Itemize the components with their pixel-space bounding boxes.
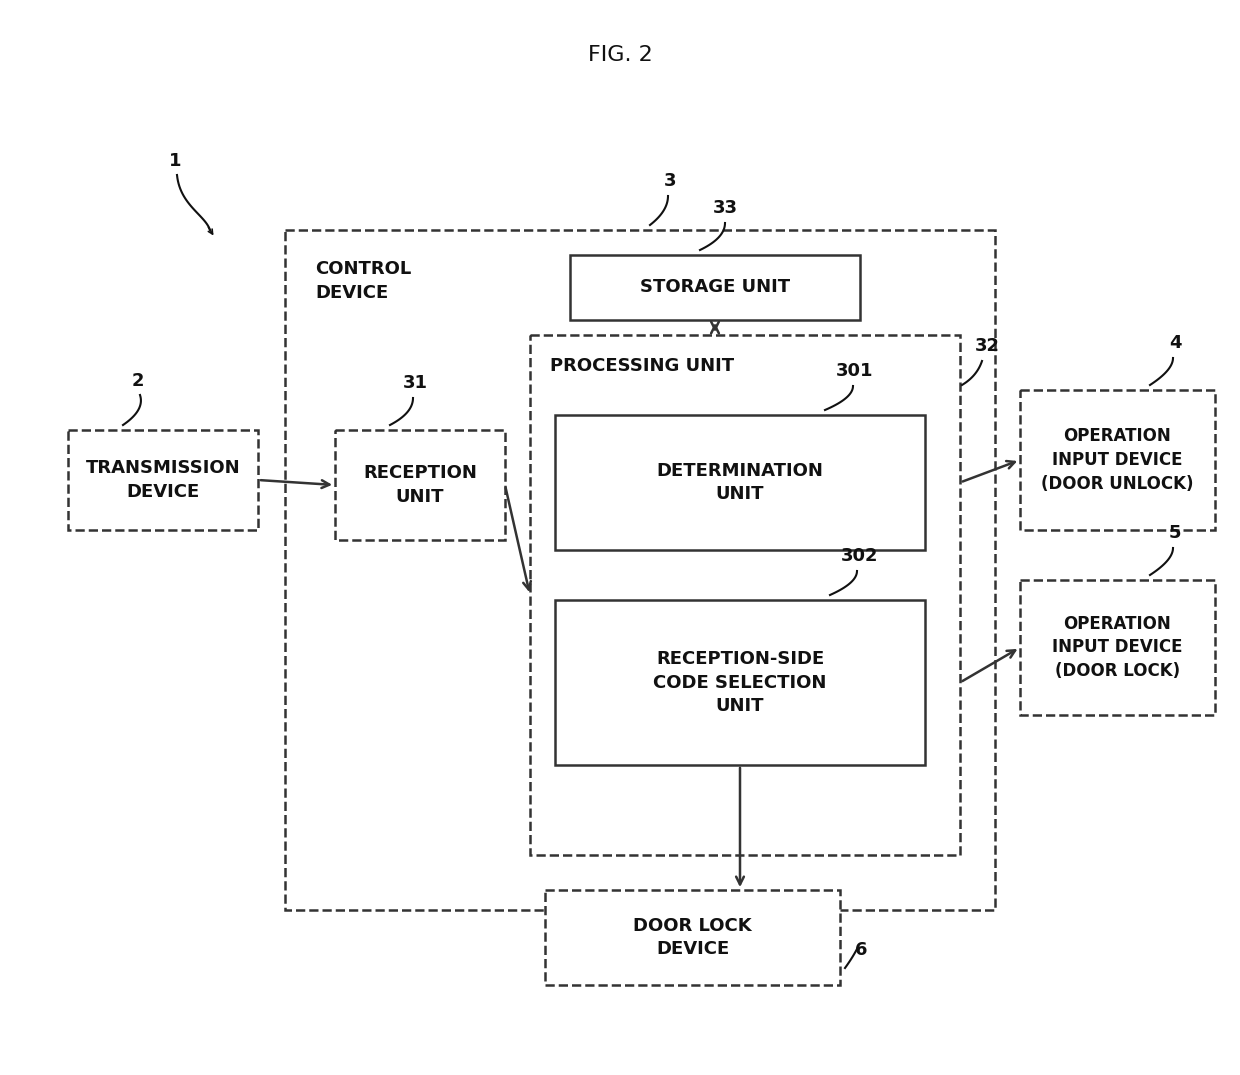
Bar xyxy=(1021,580,1215,715)
Text: PROCESSING UNIT: PROCESSING UNIT xyxy=(551,357,734,375)
Bar xyxy=(546,890,839,985)
Text: STORAGE UNIT: STORAGE UNIT xyxy=(640,278,790,297)
Bar xyxy=(1021,390,1215,530)
Text: DOOR LOCK
DEVICE: DOOR LOCK DEVICE xyxy=(634,917,751,958)
Bar xyxy=(529,335,960,855)
Text: 6: 6 xyxy=(856,941,868,959)
Text: 2: 2 xyxy=(131,372,144,390)
Bar xyxy=(335,430,505,540)
Text: 4: 4 xyxy=(1169,334,1182,352)
Bar xyxy=(570,255,861,320)
Text: 301: 301 xyxy=(836,362,874,379)
Text: CONTROL
DEVICE: CONTROL DEVICE xyxy=(315,260,412,302)
Text: 302: 302 xyxy=(841,547,879,565)
Text: 1: 1 xyxy=(169,152,181,170)
Text: FIG. 2: FIG. 2 xyxy=(588,45,652,64)
Text: 5: 5 xyxy=(1169,524,1182,542)
Text: DETERMINATION
UNIT: DETERMINATION UNIT xyxy=(656,461,823,503)
Text: 3: 3 xyxy=(663,172,676,190)
Text: RECEPTION
UNIT: RECEPTION UNIT xyxy=(363,464,477,506)
Bar xyxy=(285,230,994,911)
Text: RECEPTION-SIDE
CODE SELECTION
UNIT: RECEPTION-SIDE CODE SELECTION UNIT xyxy=(653,650,827,715)
Bar xyxy=(68,430,258,530)
Text: OPERATION
INPUT DEVICE
(DOOR LOCK): OPERATION INPUT DEVICE (DOOR LOCK) xyxy=(1053,615,1183,680)
Bar xyxy=(556,415,925,550)
Bar xyxy=(556,600,925,765)
Text: 31: 31 xyxy=(403,374,428,392)
Text: OPERATION
INPUT DEVICE
(DOOR UNLOCK): OPERATION INPUT DEVICE (DOOR UNLOCK) xyxy=(1042,428,1194,492)
Text: TRANSMISSION
DEVICE: TRANSMISSION DEVICE xyxy=(86,459,241,501)
Text: 32: 32 xyxy=(975,336,999,355)
Text: 33: 33 xyxy=(713,199,738,217)
